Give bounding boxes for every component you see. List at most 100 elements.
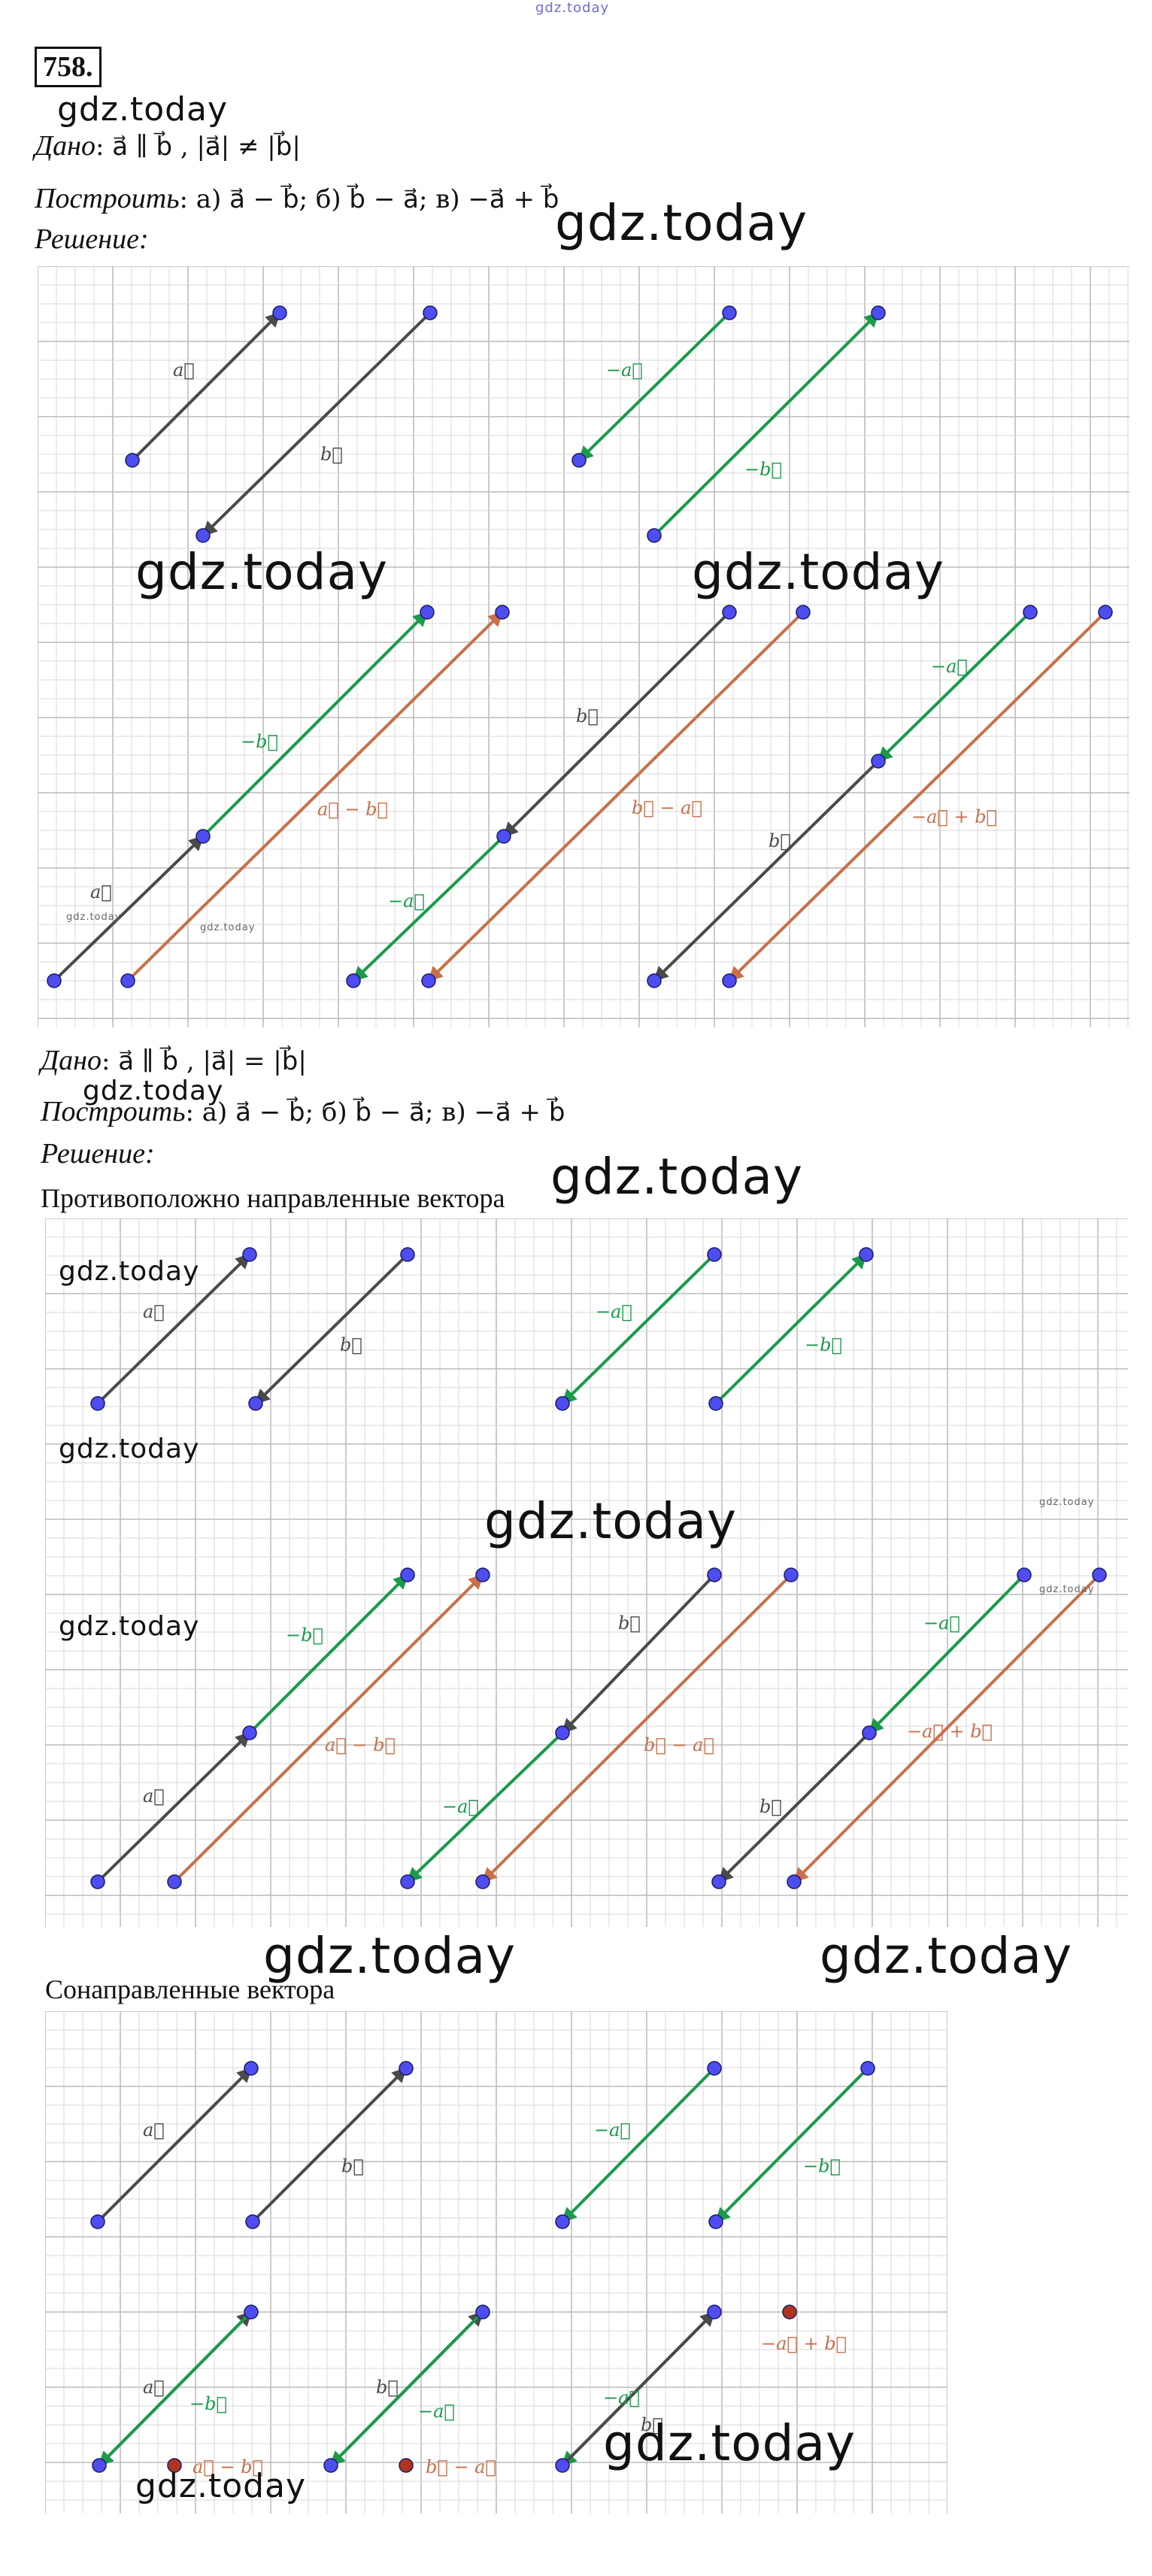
point <box>399 2061 414 2076</box>
watermark-tiny: gdz.today <box>66 912 122 923</box>
watermark: gdz.today <box>820 1927 1073 1985</box>
point <box>323 2458 338 2473</box>
point <box>400 1874 415 1889</box>
point <box>272 305 287 320</box>
grid <box>45 2011 947 2514</box>
label-b: b⃗ <box>320 444 343 465</box>
watermark-tiny: gdz.today <box>200 922 256 933</box>
point <box>871 754 886 769</box>
vector-a <box>96 1731 251 1883</box>
label-a-minus-b: a⃗ − b⃗ <box>193 2456 263 2477</box>
label-b: b⃗ <box>618 1613 641 1634</box>
label-neg-a: −a⃗ <box>923 1613 960 1634</box>
label-b-minus-a: b⃗ − a⃗ <box>632 797 702 818</box>
point <box>245 2214 260 2229</box>
watermark: gdz.today <box>135 543 389 601</box>
given-label: Дано <box>41 1045 102 1076</box>
vector-neg-b <box>202 611 429 838</box>
label-neg-a-plus-b: −a⃗ + b⃗ <box>911 806 997 827</box>
vector-neg-a <box>877 611 1032 763</box>
vector-a <box>53 835 205 982</box>
watermark: gdz.today <box>484 1492 738 1550</box>
top-watermark: gdz.today <box>535 0 610 16</box>
given-line-1: Дано: a⃗ ∥ b⃗ , |a⃗| ≠ |b⃗| <box>35 129 301 162</box>
label-a-minus-b: a⃗ − b⃗ <box>325 1734 396 1755</box>
solution-label: Решение <box>35 223 139 255</box>
point <box>862 1725 877 1740</box>
point <box>475 1874 490 1889</box>
point <box>90 1396 105 1411</box>
diagram-codirected: a⃗b⃗−a⃗−b⃗a⃗−b⃗a⃗ − b⃗b⃗−a⃗b⃗ − a⃗−a⃗b⃗−… <box>45 2011 947 2514</box>
construct-label: Построить <box>35 183 180 214</box>
vector-a <box>96 1253 251 1405</box>
vector-neg-a <box>578 311 731 462</box>
label-neg-b: −b⃗ <box>805 1334 842 1355</box>
point <box>196 528 211 543</box>
point <box>711 1874 726 1889</box>
vector-a-minus-b <box>126 611 504 982</box>
given-math: : a⃗ ∥ b⃗ , |a⃗| = |b⃗| <box>102 1046 307 1076</box>
label-neg-b: −b⃗ <box>286 1625 323 1646</box>
label-neg-b: −b⃗ <box>744 459 782 480</box>
vector-a-minus-b <box>173 1573 484 1883</box>
point <box>707 2061 722 2076</box>
point <box>555 1396 570 1411</box>
watermark: gdz.today <box>59 1611 200 1642</box>
point <box>423 305 438 320</box>
point <box>346 973 361 988</box>
grid <box>45 1218 1128 1927</box>
vector-b <box>202 311 432 537</box>
construct-math: : а) a⃗ − b⃗; б) b⃗ − a⃗; в) −a⃗ + b⃗ <box>185 1097 565 1127</box>
label-neg-a: −a⃗ <box>606 360 643 381</box>
point <box>787 1874 802 1889</box>
vector-neg-a-plus-b <box>728 611 1107 982</box>
label-a: a⃗ <box>143 2377 165 2398</box>
diagram-part1: a⃗ b⃗ −a⃗ −b⃗ a⃗ −b⃗ a⃗ − b⃗ b⃗ −a⃗ b⃗ − a⃗ −a⃗ b⃗ −… <box>38 266 1129 1027</box>
label-b: b⃗ <box>769 830 791 851</box>
point <box>196 829 211 844</box>
given-math: : a⃗ ∥ b⃗ , |a⃗| ≠ |b⃗| <box>95 132 301 162</box>
given-line-2: Дано: a⃗ ∥ b⃗ , |a⃗| = |b⃗| <box>41 1044 307 1077</box>
point <box>555 1725 570 1740</box>
point <box>707 1247 722 1262</box>
label-b: b⃗ <box>576 705 599 727</box>
solution-colon: : <box>138 223 149 255</box>
point <box>1092 1567 1107 1582</box>
label-neg-a: −a⃗ <box>418 2401 455 2422</box>
label-neg-b: −b⃗ <box>189 2393 227 2414</box>
point <box>167 1874 182 1889</box>
point <box>421 973 436 988</box>
watermark-tiny: gdz.today <box>1039 1497 1095 1508</box>
watermark: gdz.today <box>692 543 945 601</box>
solution-label: Решение <box>41 1138 145 1170</box>
diagram-opposite: a⃗ b⃗ −a⃗ −b⃗ a⃗ −b⃗ a⃗ − b⃗ b⃗ −a⃗ b⃗ − a⃗ −a⃗ b⃗ −… <box>45 1218 1128 1927</box>
label-a: a⃗ <box>90 881 112 903</box>
label-a: a⃗ <box>143 2119 165 2141</box>
vector-neg-b <box>653 311 880 537</box>
vector-neg-a <box>561 2067 716 2223</box>
point <box>1017 1567 1032 1582</box>
label-a-minus-b: a⃗ − b⃗ <box>317 799 388 820</box>
label-neg-b: −b⃗ <box>241 731 278 752</box>
solution-colon: : <box>144 1138 155 1170</box>
watermark: gdz.today <box>263 1927 517 1985</box>
point <box>722 305 737 320</box>
point <box>555 2458 570 2473</box>
vector-b-minus-a <box>427 611 805 982</box>
point <box>242 1247 257 1262</box>
label-a: a⃗ <box>143 1786 165 1807</box>
point <box>708 1396 723 1411</box>
vector-neg-a <box>329 2311 484 2467</box>
point <box>475 2304 490 2320</box>
watermark: gdz.today <box>555 194 808 252</box>
point <box>495 605 510 620</box>
point <box>242 1725 257 1740</box>
point <box>555 2214 570 2229</box>
watermark: gdz.today <box>550 1148 804 1206</box>
vector-b <box>502 611 731 838</box>
vector-neg-a-plus-b <box>793 1573 1101 1883</box>
vector-neg-a <box>406 1731 564 1883</box>
label-b: b⃗ <box>641 2414 663 2435</box>
watermark: gdz.today <box>59 1434 200 1464</box>
vector-a <box>96 2067 253 2223</box>
